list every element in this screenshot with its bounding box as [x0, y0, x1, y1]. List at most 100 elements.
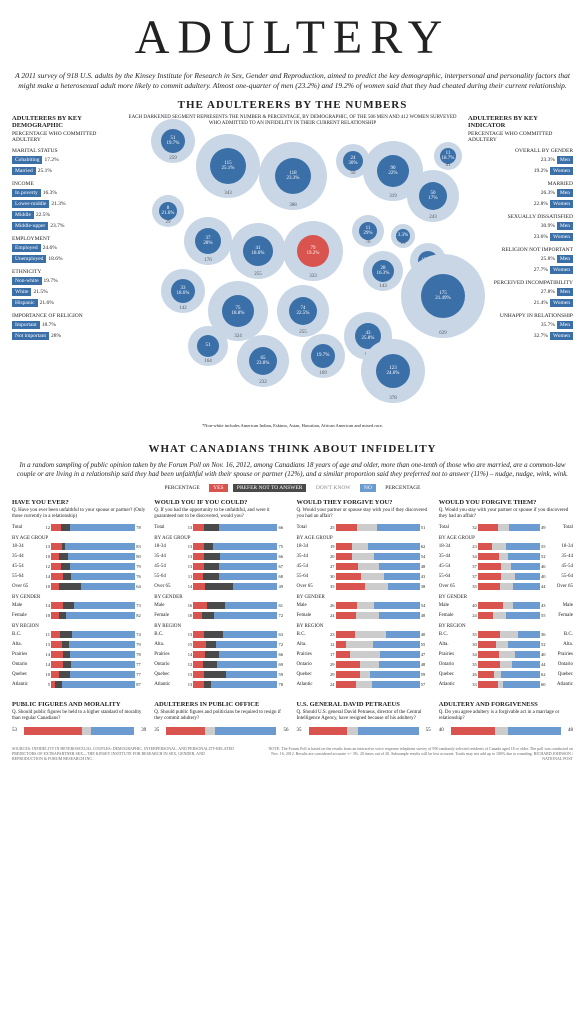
- q-row: Female 24 48: [297, 612, 431, 620]
- q-text: Q. Would your partner or spouse stay wit…: [297, 508, 431, 520]
- q-row: Quebec 26 62 Quebec: [439, 671, 573, 679]
- intro-text: A 2011 survey of 918 U.S. adults by the …: [12, 71, 573, 91]
- bq-row: 35 55: [297, 726, 431, 736]
- q-row: Over 65 14 49: [154, 583, 288, 591]
- bubble-footnote: *Non-white includes American Indian, Esk…: [123, 423, 462, 428]
- footer-right: NOTE: The Forum Poll is based on the res…: [264, 746, 573, 761]
- demo-val: 21.4%: [534, 300, 548, 306]
- demo-val: 24.6%: [43, 245, 57, 251]
- q-row: 35-44 10 80: [12, 553, 146, 561]
- demo-label: In poverty: [12, 189, 41, 197]
- q-row: Alta. 15 72: [154, 641, 288, 649]
- q-row: Alta. 13 79: [12, 641, 146, 649]
- bq-row: 35 56: [154, 726, 288, 736]
- q-row: Total 12 78: [12, 524, 146, 532]
- q-row: Total 13 66: [154, 524, 288, 532]
- q-row: Total 25 51: [297, 524, 431, 532]
- q-title: WOULD YOU FORGIVE THEM?: [439, 499, 573, 506]
- q-row: Alta. 30 52 Alta.: [439, 641, 573, 649]
- demo-label: Men: [557, 189, 573, 197]
- legend: PERCENTAGE YES PREFER NOT TO ANSWER DON'…: [12, 485, 573, 491]
- demo-val: 21.3%: [51, 201, 65, 207]
- q-row: Male 14 73: [12, 602, 146, 610]
- section2-title: WHAT CANADIANS THINK ABOUT INFIDELITY: [12, 443, 573, 455]
- demo-val: 17.2%: [44, 157, 58, 163]
- q-row: Ontario 14 77: [12, 661, 146, 669]
- q-row: Prairies 17 47: [297, 651, 431, 659]
- demo-val: 18.7%: [42, 322, 56, 328]
- demo-label: Middle-upper: [12, 222, 48, 230]
- demo-label: Non-white: [12, 277, 42, 285]
- q-row: Female 10 72: [154, 612, 288, 620]
- q-row: 35-44 13 66: [154, 553, 288, 561]
- q-row: Ontario 35 44 Ontario: [439, 661, 573, 669]
- bq-title: ADULTERY AND FORGIVENESS: [439, 701, 573, 708]
- bq-title: PUBLIC FIGURES AND MORALITY: [12, 701, 146, 708]
- demo-label: Women: [550, 332, 573, 340]
- bq-text: Q. Should public figures be held to a hi…: [12, 710, 146, 722]
- demo-label: Men: [557, 222, 573, 230]
- q-row: 45-54 13 67: [154, 563, 288, 571]
- q-text: Q. Have you ever been unfaithful to your…: [12, 508, 146, 520]
- bq-text: Q. Do you agree adultery is a forgivable…: [439, 710, 573, 722]
- demo-val: 19.7%: [44, 278, 58, 284]
- q-row: 35-44 34 52 35-44: [439, 553, 573, 561]
- bq-text: Q. Should U.S. general David Petraeus, d…: [297, 710, 431, 722]
- demo-val: 27.8%: [541, 289, 555, 295]
- q-row: Prairies 14 78: [12, 651, 146, 659]
- q-row: B.C. 23 40: [297, 631, 431, 639]
- bq-row: 40 48: [439, 726, 573, 736]
- demo-label: Men: [557, 156, 573, 164]
- demo-label: Middle: [12, 211, 34, 219]
- bq-text: Q. Should public figures and politicians…: [154, 710, 288, 722]
- q-row: Alta. 12 55: [297, 641, 431, 649]
- demo-label: Lower-middle: [12, 200, 49, 208]
- section2-intro: In a random sampling of public opinion t…: [12, 461, 573, 479]
- demo-label: Men: [557, 288, 573, 296]
- demo-label: Women: [550, 167, 573, 175]
- demo-label: Cohabiting: [12, 156, 42, 164]
- q-row: 55-64 14 76: [12, 573, 146, 581]
- q-row: Atlantic 5 87: [12, 681, 146, 689]
- demo-label: Hispanic: [12, 299, 38, 307]
- right-indicators: ADULTERERS BY KEY INDICATOR PERCENTAGE W…: [468, 115, 573, 435]
- q-row: Quebec 29 59: [297, 671, 431, 679]
- demo-val: 23.6%: [534, 234, 548, 240]
- demo-val: 22.8%: [534, 201, 548, 207]
- demo-label: Unemployed: [12, 255, 46, 263]
- demo-val: 32.7%: [534, 333, 548, 339]
- q-row: 18-34 13 83: [12, 543, 146, 551]
- demo-label: Women: [550, 200, 573, 208]
- demo-val: 21.5%: [33, 289, 47, 295]
- demo-val: 18.6%: [48, 256, 62, 262]
- demo-label: Men: [557, 321, 573, 329]
- q-row: 18-34 13 75: [154, 543, 288, 551]
- demo-label: Women: [550, 299, 573, 307]
- legend-pct: PERCENTAGE: [160, 484, 203, 492]
- demo-val: 27.7%: [534, 267, 548, 273]
- right-sub: PERCENTAGE WHO COMMITTED ADULTERY: [468, 131, 573, 143]
- footer-left: SOURCES: INFIDELITY IN HETEROSEXUAL COUP…: [12, 746, 236, 761]
- q-row: Male 16 61: [154, 602, 288, 610]
- demo-label: Married: [12, 167, 36, 175]
- demo-label: Women: [550, 233, 573, 241]
- demo-val: 19.2%: [534, 168, 548, 174]
- demo-label: Men: [557, 255, 573, 263]
- q-row: 35-44 20 54: [297, 553, 431, 561]
- q-row: B.C. 11 74: [12, 631, 146, 639]
- right-header: ADULTERERS BY KEY INDICATOR: [468, 115, 573, 129]
- demo-val: 21.6%: [40, 300, 54, 306]
- bq-row: 53 39: [12, 726, 146, 736]
- q-row: Ontario 29 48: [297, 661, 431, 669]
- q-row: Female 24 55 Female: [439, 612, 573, 620]
- q-title: HAVE YOU EVER?: [12, 499, 146, 506]
- q-text: Q. If you had the opportunity to be unfa…: [154, 508, 288, 520]
- q-row: 45-54 12 79: [12, 563, 146, 571]
- q-row: Prairies 14 66: [154, 651, 288, 659]
- q-row: 55-64 30 43: [297, 573, 431, 581]
- q-row: 45-54 27 48: [297, 563, 431, 571]
- legend-no: NO: [360, 484, 376, 492]
- legend-dk: DON'T KNOW: [312, 484, 355, 492]
- q-text: Q. Would you stay with your partner or s…: [439, 508, 573, 520]
- demo-val: 23.3%: [541, 157, 555, 163]
